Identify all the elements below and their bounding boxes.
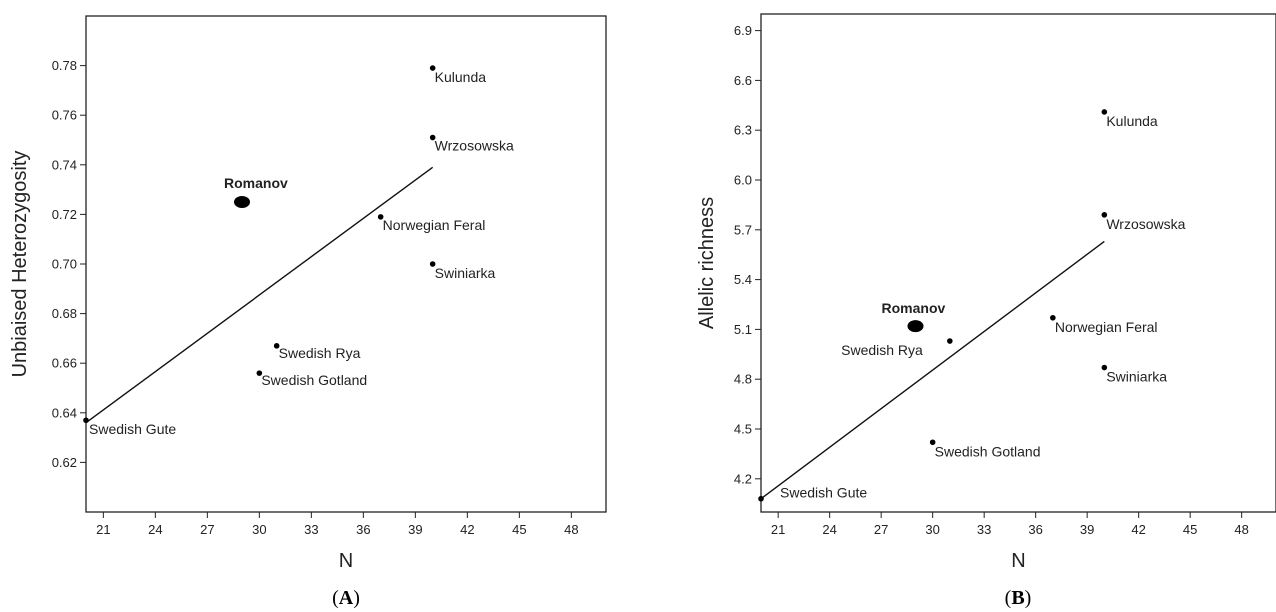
panel-a-y-tick-label: 0.70 — [52, 257, 77, 272]
panel-b-point-romanov — [907, 320, 924, 333]
panel-b-point-label-wrzosowska: Wrzosowska — [1106, 216, 1185, 232]
panel-a-trend-line — [85, 166, 434, 424]
panel-a-y-tick-label: 0.74 — [52, 157, 77, 172]
panel-b-point-swedish-gute — [758, 495, 764, 502]
panel-b-point-norwegian-feral — [1050, 314, 1056, 321]
panel-a-y-tick-label: 0.62 — [52, 455, 77, 470]
panel-a-y-tick-label: 0.78 — [52, 58, 77, 73]
panel-a-point-label-norwegian-feral: Norwegian Feral — [383, 217, 486, 233]
panel-a-point-label-romanov: Romanov — [224, 175, 288, 191]
panel-a-point-romanov — [234, 196, 250, 208]
panel-b-plot-frame — [760, 13, 1276, 513]
panel-a-point-swedish-gute — [83, 417, 89, 424]
panel-b-y-axis-title: Allelic richness — [696, 197, 718, 329]
panel-a-chart: 21 24 27 30 33 36 39 42 45 48 0.62 0.64 0.66 0.68 0.70… — [9, 15, 607, 609]
panel-b-x-tick-label: 42 — [1131, 522, 1145, 537]
panel-b-x-tick-label: 27 — [874, 522, 888, 537]
panel-a-plot-frame — [85, 15, 607, 513]
panel-a-point-swedish-rya — [273, 343, 280, 349]
panel-b-point-swedish-gotland — [929, 439, 936, 446]
panel-a-x-tick-label: 36 — [356, 522, 370, 537]
panel-a-x-axis-title: N — [339, 550, 353, 572]
panel-b-y-tick-label: 5.1 — [734, 322, 752, 337]
panel-a-y-tick-label: 0.68 — [52, 306, 77, 321]
panel-b-y-tick-label: 6.0 — [734, 173, 752, 188]
panel-b-y-tick-label: 5.7 — [734, 222, 752, 237]
panel-b-panel-label: (B) — [1005, 587, 1032, 609]
panel-a-x-tick-label: 42 — [460, 522, 474, 537]
panel-a-point-label-kulunda: Kulunda — [435, 69, 487, 85]
panel-a-x-tick-label: 27 — [200, 522, 214, 537]
panel-b-point-wrzosowska — [1101, 212, 1108, 218]
panel-b-y-tick-label: 6.3 — [734, 123, 752, 138]
panel-a-x-tick-label: 21 — [96, 522, 110, 537]
panel-b-chart: 21 24 27 30 33 36 39 42 45 48 4.2 4.5 4.8 5.1 5.4 5.7 6.… — [696, 13, 1276, 609]
panel-a-y-tick-label: 0.76 — [52, 108, 77, 123]
panel-b-x-tick-label: 33 — [977, 522, 991, 537]
panel-a-x-tick-label: 45 — [512, 522, 526, 537]
panel-a-y-tick-label: 0.66 — [52, 356, 77, 371]
panel-b-point-swiniarka — [1101, 364, 1108, 371]
panel-a-x-tick-label: 33 — [304, 522, 318, 537]
panel-a-x-tick-label: 39 — [408, 522, 422, 537]
panel-b-x-tick-label: 48 — [1234, 522, 1248, 537]
panel-a-point-label-swedish-gute: Swedish Gute — [89, 421, 176, 437]
panel-a-point-label-swedish-gotland: Swedish Gotland — [261, 372, 367, 388]
panel-b-point-kulunda — [1101, 109, 1108, 115]
panel-b-y-tick-label: 5.4 — [734, 272, 752, 287]
panel-b-y-tick-label: 6.6 — [734, 73, 752, 88]
panel-b-y-tick-label: 4.5 — [734, 422, 752, 437]
panel-a-point-label-wrzosowska: Wrzosowska — [435, 138, 514, 154]
panel-b-y-tick-label: 6.9 — [734, 23, 752, 38]
panel-a-point-label-swedish-rya: Swedish Rya — [279, 345, 361, 361]
panel-a-point-label-swiniarka: Swiniarka — [435, 265, 496, 281]
panel-a-y-tick-label: 0.64 — [52, 405, 77, 420]
panel-b-x-tick-label: 30 — [925, 522, 939, 537]
panel-b-x-tick-label: 39 — [1080, 522, 1094, 537]
panel-a-x-tick-label: 24 — [148, 522, 162, 537]
panel-b-point-label-swiniarka: Swiniarka — [1106, 369, 1167, 385]
panel-b-point-label-kulunda: Kulunda — [1106, 113, 1158, 129]
panel-b-x-tick-label: 36 — [1028, 522, 1042, 537]
panel-a-y-axis-title: Unbiaised Heterozygosity — [9, 151, 31, 378]
panel-b-y-tick-label: 4.8 — [734, 372, 752, 387]
panel-b-point-swedish-rya — [947, 338, 953, 344]
panel-b-point-label-swedish-rya: Swedish Rya — [841, 342, 923, 358]
panel-b-point-label-swedish-gute: Swedish Gute — [780, 485, 867, 501]
panel-b-x-tick-label: 21 — [771, 522, 785, 537]
panel-a-point-kulunda — [429, 65, 436, 71]
panel-a-point-wrzosowska — [429, 134, 436, 141]
panel-a-point-norwegian-feral — [377, 214, 384, 220]
panel-b-x-tick-label: 24 — [822, 522, 836, 537]
panel-b-x-axis-title: N — [1011, 550, 1025, 572]
panel-b-point-label-swedish-gotland: Swedish Gotland — [935, 443, 1041, 459]
panel-a-panel-label: (A) — [332, 587, 360, 609]
panel-b-point-label-norwegian-feral: Norwegian Feral — [1055, 319, 1158, 335]
panel-a-point-swedish-gotland — [256, 370, 263, 376]
panel-a-x-tick-label: 48 — [564, 522, 578, 537]
panel-a-x-tick-label: 30 — [252, 522, 266, 537]
panel-a-y-tick-label: 0.72 — [52, 207, 77, 222]
panel-b-trend-line — [760, 240, 1105, 500]
panel-b-point-label-romanov: Romanov — [882, 300, 946, 316]
panel-b-y-tick-label: 4.2 — [734, 471, 752, 486]
panel-b-x-tick-label: 45 — [1183, 522, 1197, 537]
panel-a-point-swiniarka — [429, 261, 436, 267]
